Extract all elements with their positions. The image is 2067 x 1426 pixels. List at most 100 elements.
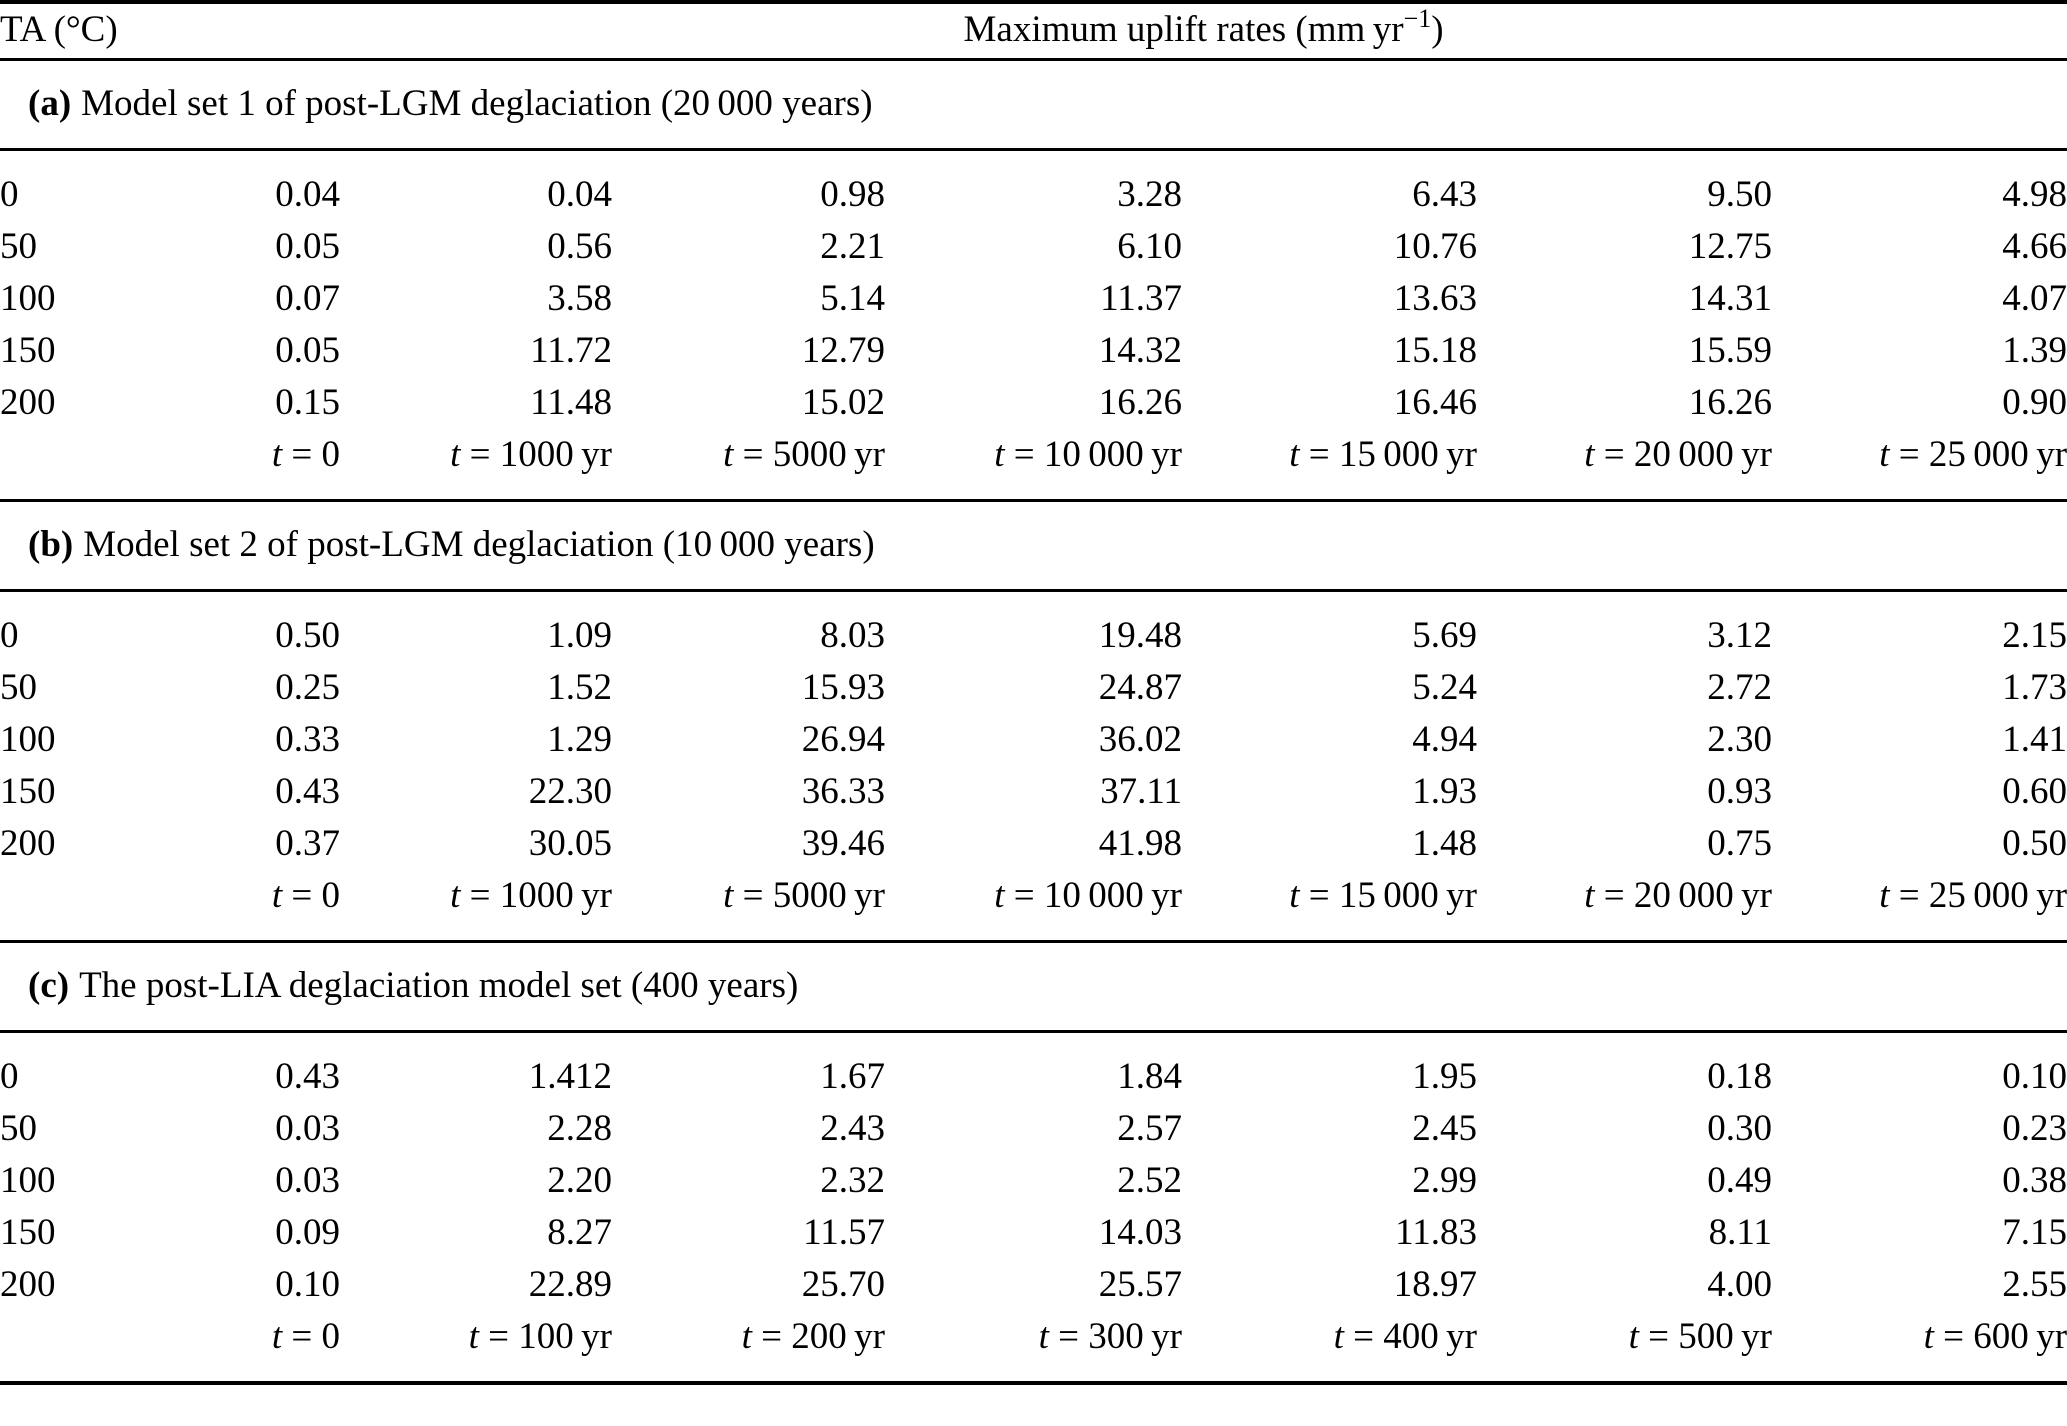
value-cell: 2.20 xyxy=(547,1160,612,1201)
value-cell: 2.45 xyxy=(1412,1108,1477,1149)
section-header: (a) Model set 1 of post-LGM deglaciation … xyxy=(0,59,2067,151)
value-cell: 5.14 xyxy=(820,278,885,319)
value-cell: 0.50 xyxy=(2002,823,2067,864)
section-c-data-row-ta-50: 50 0.03 2.28 2.43 2.57 2.45 0.30 0.23 xyxy=(0,1103,2067,1155)
value-cell: 15.18 xyxy=(1393,330,1477,371)
value-cell: 0.37 xyxy=(275,823,340,864)
time-label-cell: t = 0 xyxy=(90,870,340,943)
value-cell: 0.38 xyxy=(2002,1160,2067,1201)
ta-cell: 100 xyxy=(0,719,56,760)
section-b-data-row-ta-200: 200 0.37 30.05 39.46 41.98 1.48 0.75 0.50 xyxy=(0,818,2067,870)
value-cell: 3.28 xyxy=(1117,174,1182,215)
value-cell: 0.07 xyxy=(275,278,340,319)
ta-cell: 50 xyxy=(0,226,37,267)
value-cell: 0.90 xyxy=(2002,382,2067,423)
time-label-cell: t = 10 000 yr xyxy=(885,870,1182,943)
section-c-header-row: (c) The post-LIA deglaciation model set (… xyxy=(0,941,2067,1033)
ta-cell: 150 xyxy=(0,330,56,371)
value-cell: 11.37 xyxy=(1100,278,1182,319)
value-cell: 0.10 xyxy=(275,1264,340,1305)
value-cell: 16.26 xyxy=(1098,382,1182,423)
ta-cell: 0 xyxy=(0,615,19,656)
value-cell: 11.83 xyxy=(1395,1212,1477,1253)
value-cell: 0.93 xyxy=(1707,771,1772,812)
value-cell: 4.07 xyxy=(2002,278,2067,319)
value-cell: 25.57 xyxy=(1098,1264,1182,1305)
section-label-title: Model set 1 of post-LGM deglaciation (20… xyxy=(81,83,873,124)
value-cell: 8.27 xyxy=(547,1212,612,1253)
time-label-cell: t = 1000 yr xyxy=(340,870,612,943)
value-cell: 0.43 xyxy=(275,1056,340,1097)
value-cell: 39.46 xyxy=(801,823,885,864)
value-cell: 2.15 xyxy=(2002,615,2067,656)
value-cell: 0.18 xyxy=(1707,1056,1772,1097)
value-cell: 2.57 xyxy=(1117,1108,1182,1149)
value-cell: 14.32 xyxy=(1098,330,1182,371)
value-cell: 12.79 xyxy=(801,330,885,371)
value-cell: 11.48 xyxy=(530,382,612,423)
table-header-row: TA (°C) Maximum uplift rates (mm yr−1) xyxy=(0,2,2067,61)
value-cell: 1.39 xyxy=(2002,330,2067,371)
value-cell: 5.24 xyxy=(1412,667,1477,708)
value-cell: 0.33 xyxy=(275,719,340,760)
time-label-cell: t = 15 000 yr xyxy=(1182,870,1477,943)
time-label-cell: t = 15 000 yr xyxy=(1182,429,1477,502)
value-cell: 1.73 xyxy=(2002,667,2067,708)
ta-cell: 100 xyxy=(0,1160,56,1201)
section-b-data-row-ta-150: 150 0.43 22.30 36.33 37.11 1.93 0.93 0.60 xyxy=(0,766,2067,818)
value-cell: 1.84 xyxy=(1117,1056,1182,1097)
section-a-data-row-ta-200: 200 0.15 11.48 15.02 16.26 16.46 16.26 0.90 xyxy=(0,377,2067,429)
empty-cell xyxy=(0,1311,90,1385)
section-header: (c) The post-LIA deglaciation model set (… xyxy=(0,941,2067,1033)
value-cell: 24.87 xyxy=(1098,667,1182,708)
value-cell: 36.33 xyxy=(801,771,885,812)
value-cell: 12.75 xyxy=(1688,226,1772,267)
uplift-rates-header-close: ) xyxy=(1431,9,1444,50)
section-b-data-row-ta-0: 0 0.50 1.09 8.03 19.48 5.69 3.12 2.15 xyxy=(0,591,2067,663)
value-cell: 4.98 xyxy=(2002,174,2067,215)
ta-column-header: TA (°C) xyxy=(0,2,340,61)
ta-cell: 200 xyxy=(0,1264,56,1305)
ta-cell: 100 xyxy=(0,278,56,319)
value-cell: 26.94 xyxy=(801,719,885,760)
section-c-data-row-ta-200: 200 0.10 22.89 25.70 25.57 18.97 4.00 2.55 xyxy=(0,1259,2067,1311)
value-cell: 4.94 xyxy=(1412,719,1477,760)
time-label-cell: t = 500 yr xyxy=(1477,1311,1772,1385)
time-label-cell: t = 25 000 yr xyxy=(1772,429,2067,502)
uplift-rates-header: Maximum uplift rates (mm yr−1) xyxy=(340,2,2067,61)
value-cell: 0.30 xyxy=(1707,1108,1772,1149)
empty-cell xyxy=(0,429,90,502)
ta-cell: 0 xyxy=(0,174,19,215)
time-label-cell: t = 20 000 yr xyxy=(1477,429,1772,502)
section-b-header-row: (b) Model set 2 of post-LGM deglaciation … xyxy=(0,500,2067,592)
time-label-cell: t = 300 yr xyxy=(885,1311,1182,1385)
value-cell: 8.03 xyxy=(820,615,885,656)
section-c-data-row-ta-100: 100 0.03 2.20 2.32 2.52 2.99 0.49 0.38 xyxy=(0,1155,2067,1207)
time-label-cell: t = 0 xyxy=(90,429,340,502)
uplift-rates-table: TA (°C) Maximum uplift rates (mm yr−1) (… xyxy=(0,0,2067,1385)
value-cell: 1.95 xyxy=(1412,1056,1477,1097)
value-cell: 2.32 xyxy=(820,1160,885,1201)
value-cell: 2.72 xyxy=(1707,667,1772,708)
time-label-cell: t = 1000 yr xyxy=(340,429,612,502)
value-cell: 15.02 xyxy=(801,382,885,423)
value-cell: 6.10 xyxy=(1117,226,1182,267)
value-cell: 3.12 xyxy=(1707,615,1772,656)
section-a-data-row-ta-150: 150 0.05 11.72 12.79 14.32 15.18 15.59 1.39 xyxy=(0,325,2067,377)
value-cell: 4.00 xyxy=(1707,1264,1772,1305)
time-label-cell: t = 600 yr xyxy=(1772,1311,2067,1385)
time-label-cell: t = 10 000 yr xyxy=(885,429,1182,502)
value-cell: 2.21 xyxy=(820,226,885,267)
value-cell: 0.09 xyxy=(275,1212,340,1253)
section-c-data-row-ta-150: 150 0.09 8.27 11.57 14.03 11.83 8.11 7.15 xyxy=(0,1207,2067,1259)
time-label-cell: t = 0 xyxy=(90,1311,340,1385)
value-cell: 0.25 xyxy=(275,667,340,708)
value-cell: 0.03 xyxy=(275,1108,340,1149)
value-cell: 0.23 xyxy=(2002,1108,2067,1149)
ta-cell: 200 xyxy=(0,382,56,423)
value-cell: 36.02 xyxy=(1098,719,1182,760)
value-cell: 10.76 xyxy=(1393,226,1477,267)
value-cell: 1.48 xyxy=(1412,823,1477,864)
